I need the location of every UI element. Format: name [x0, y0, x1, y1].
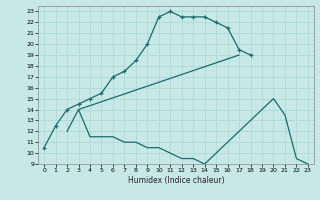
X-axis label: Humidex (Indice chaleur): Humidex (Indice chaleur) [128, 176, 224, 185]
